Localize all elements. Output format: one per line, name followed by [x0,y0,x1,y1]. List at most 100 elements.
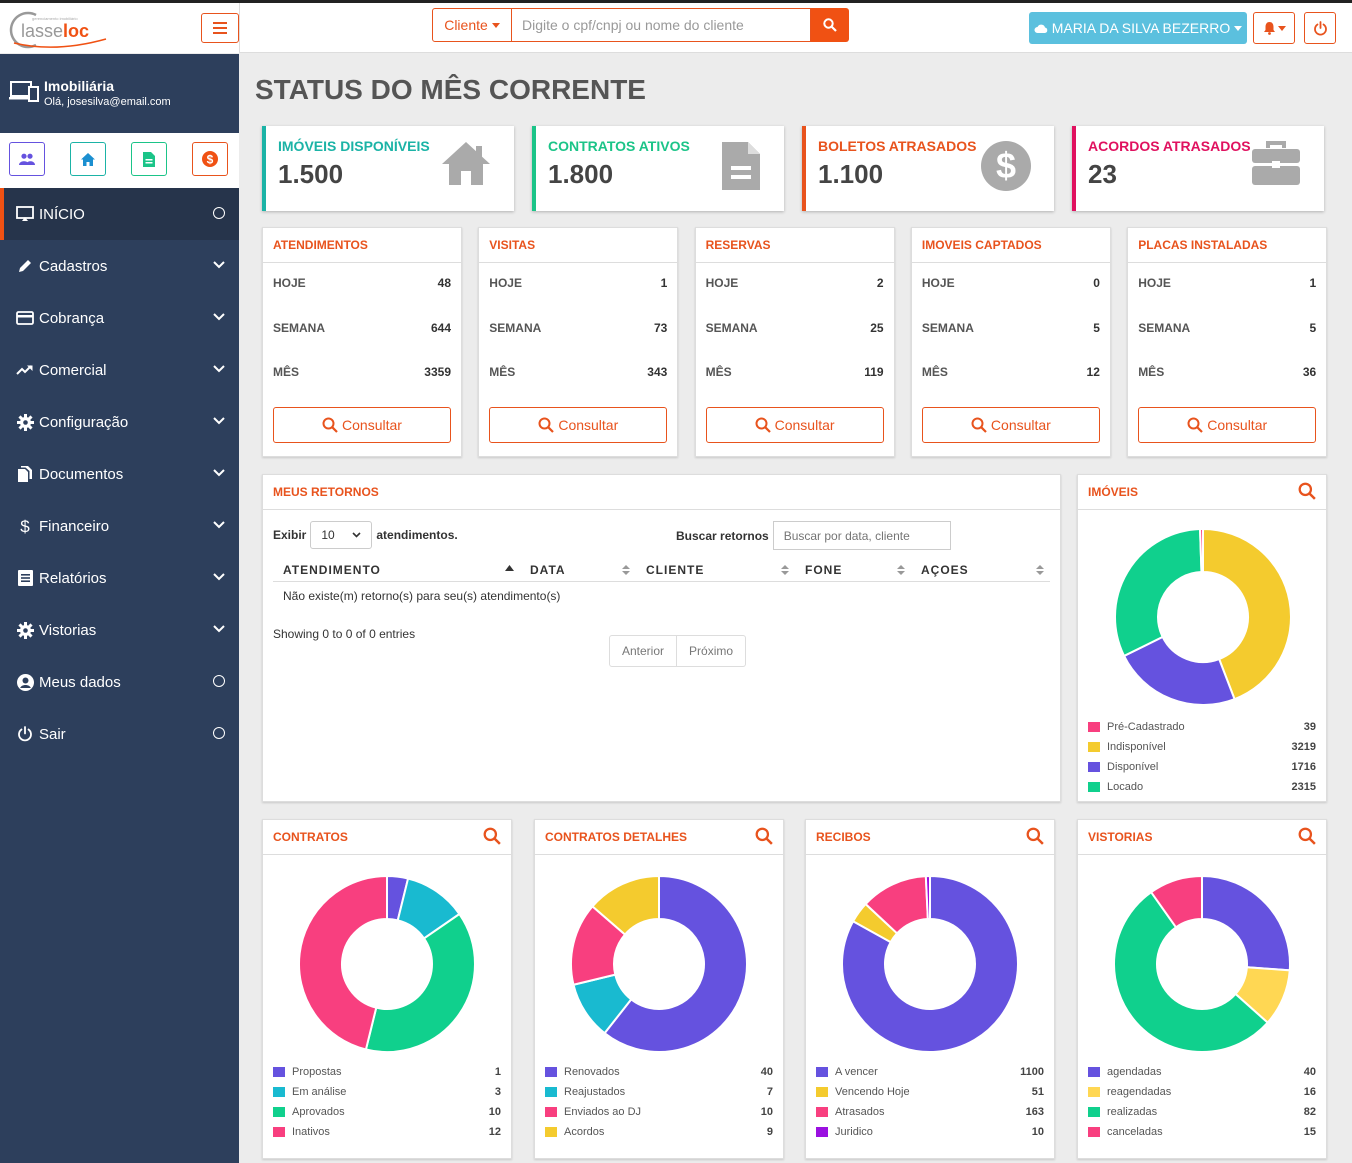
page-length-select[interactable]: 10 [310,521,373,549]
stat-card[interactable]: BOLETOS ATRASADOS 1.100 $ [802,126,1054,211]
column-header[interactable]: AÇOES [911,559,1050,582]
sidebar-item-inicio[interactable]: INÍCIO [0,188,239,240]
legend-item[interactable]: Atrasados 163 [816,1102,1044,1122]
menu-toggle-button[interactable] [201,13,239,43]
legend-item[interactable]: reagendadas 16 [1088,1082,1316,1102]
legend-item[interactable]: Enviados ao DJ 10 [545,1102,773,1122]
legend-item[interactable]: Reajustados 7 [545,1082,773,1102]
notifications-button[interactable] [1253,12,1295,44]
consultar-button[interactable]: Consultar [489,407,668,443]
legend-item[interactable]: canceladas 15 [1088,1122,1316,1142]
table-header-row: ATENDIMENTO DATA CLIENTE FONE AÇOES [273,559,1050,582]
legend-item[interactable]: Aprovados 10 [273,1102,501,1122]
gear-icon [16,413,34,431]
panel-header: RESERVAS [695,228,894,263]
quick-finance-button[interactable]: $ [192,142,228,176]
stat-label: CONTRATOS ATIVOS [548,138,690,154]
sidebar-item-vistorias[interactable]: Vistorias [0,604,239,656]
legend-item[interactable]: Disponível 1716 [1088,757,1316,777]
slice-disponivel[interactable] [1122,635,1236,706]
sidebar-item-financeiro[interactable]: $ Financeiro [0,500,239,552]
sidebar-item-comercial[interactable]: Comercial [0,344,239,396]
svg-text:lasse: lasse [21,21,63,41]
chart-search-button[interactable] [483,827,501,850]
sidebar-item-documentos[interactable]: Documentos [0,448,239,500]
sidebar-item-cadastros[interactable]: Cadastros [0,240,239,292]
legend-item[interactable]: Em análise 3 [273,1082,501,1102]
chart-search-button[interactable] [1026,827,1044,850]
client-type-dropdown[interactable]: Cliente [432,8,512,42]
classeloc-logo[interactable]: lasse loc gerenciamento imobiliário [6,9,110,49]
chevron-down-icon [213,313,225,321]
legend-item[interactable]: Pré-Cadastrado 39 [1088,717,1316,737]
slice-inativos[interactable] [298,874,388,1051]
column-header[interactable]: DATA [520,559,636,582]
column-header[interactable]: CLIENTE [636,559,795,582]
legend-item[interactable]: A vencer 1100 [816,1062,1044,1082]
stat-card[interactable]: IMÓVEIS DISPONÍVEIS 1.500 [262,126,514,211]
logo-area: lasse loc gerenciamento imobiliário [0,3,240,53]
panel-header: PLACAS INSTALADAS [1128,228,1327,263]
legend-value: 2315 [1291,781,1316,793]
stat-card[interactable]: CONTRATOS ATIVOS 1.800 [532,126,784,211]
search-icon [1298,482,1316,500]
search-icon [538,417,555,433]
briefcase-icon [1252,141,1300,185]
chart-search-button[interactable] [1298,827,1316,850]
sidebar-item-configuracao[interactable]: Configuração [0,396,239,448]
sidebar-item-sair[interactable]: Sair [0,708,239,760]
legend-item[interactable]: Propostas 1 [273,1062,501,1082]
legend-item[interactable]: realizadas 82 [1088,1102,1316,1122]
retornos-search-input[interactable] [772,521,951,550]
quick-contract-button[interactable] [131,142,167,176]
quick-property-button[interactable] [70,142,106,176]
legend-item[interactable]: Indisponível 3219 [1088,737,1316,757]
stat-card[interactable]: ACORDOS ATRASADOS 23 [1072,126,1324,211]
consultar-button[interactable]: Consultar [273,407,451,443]
slice-a-vencer[interactable] [841,874,1019,1053]
legend-item[interactable]: Renovados 40 [545,1062,773,1082]
slice-juridico[interactable] [924,874,931,921]
slice-canceladas[interactable] [1149,874,1203,929]
slice-pre-cadastrado[interactable] [1199,527,1204,574]
consultar-button[interactable]: Consultar [705,407,884,443]
legend-value: 40 [1303,1066,1316,1078]
sidebar-item-meus-dados[interactable]: Meus dados [0,656,239,708]
chevron-down-icon [213,573,225,581]
legend-item[interactable]: Juridico 10 [816,1122,1044,1142]
chart-legend: A vencer 1100 Vencendo Hoje 51 Atrasados 163 J… [816,1062,1044,1142]
column-header[interactable]: ATENDIMENTO [273,559,520,582]
slice-acordos[interactable] [591,874,660,936]
stat-value: 23 [1088,159,1117,189]
search-button[interactable] [811,8,849,42]
slice-indisponivel[interactable] [1202,527,1292,701]
legend-item[interactable]: Inativos 12 [273,1122,501,1142]
slice-aprovados[interactable] [364,912,476,1053]
consultar-button[interactable]: Consultar [921,407,1100,443]
legend-item[interactable]: Locado 2315 [1088,777,1316,797]
chart-search-button[interactable] [1298,482,1316,505]
column-header[interactable]: FONE [795,559,911,582]
sidebar-item-cobranca[interactable]: Cobrança [0,292,239,344]
slice-locado[interactable] [1114,528,1203,658]
consultar-button[interactable]: Consultar [1138,407,1317,443]
legend-item[interactable]: Vencendo Hoje 51 [816,1082,1044,1102]
quick-users-button[interactable] [9,142,45,176]
retornos-table: ATENDIMENTO DATA CLIENTE FONE AÇOES Não exis… [273,559,1050,610]
pagination-next[interactable]: Próximo [677,635,747,667]
sidebar-item-label: Cobrança [39,309,105,327]
donut-chart [841,874,1019,1053]
legend-item[interactable]: Acordos 9 [545,1122,773,1142]
slice-renovados[interactable] [603,874,748,1053]
user-menu-button[interactable]: MARIA DA SILVA BEZERRO [1029,12,1247,44]
pagination-previous[interactable]: Anterior [609,635,678,667]
client-search-input[interactable] [512,8,811,42]
power-button[interactable] [1304,12,1336,44]
chart-search-button[interactable] [755,827,773,850]
slice-realizadas[interactable] [1113,890,1270,1053]
summary-row-today: HOJE 48 [273,276,451,290]
slice-agendadas[interactable] [1201,874,1291,972]
legend-item[interactable]: agendadas 40 [1088,1062,1316,1082]
user-icon [16,673,34,691]
sidebar-item-relatorios[interactable]: Relatórios [0,552,239,604]
